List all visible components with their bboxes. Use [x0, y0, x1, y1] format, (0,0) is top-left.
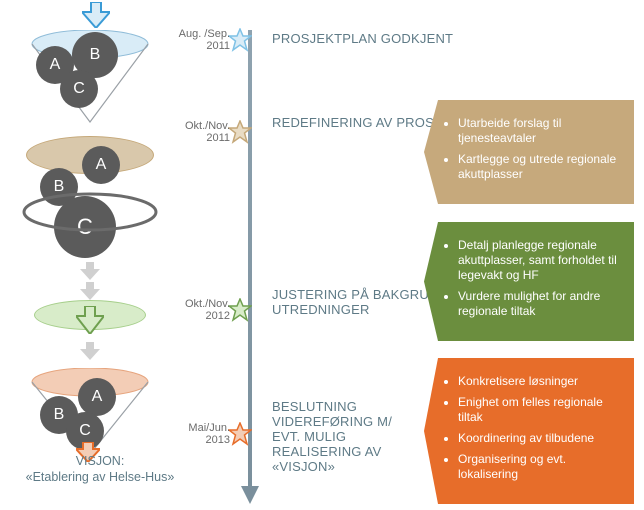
- green-down-arrow-icon: [76, 306, 104, 334]
- date-m3: Okt./Nov. 2012: [170, 298, 230, 322]
- small-arrow-2-icon: [80, 282, 100, 300]
- vision-title: VISJON:: [20, 454, 180, 470]
- panel-item: Kartlegge og utrede regionale akuttplass…: [458, 152, 620, 182]
- star-milestone-4-icon: [228, 422, 252, 446]
- panel-item: Detalj planlegge regionale akuttplasser,…: [458, 238, 620, 283]
- star-milestone-3-icon: [228, 298, 252, 322]
- panel-1-list: Utarbeide forslag til tjenesteavtaler Ka…: [444, 116, 620, 182]
- small-arrow-1-icon: [80, 262, 100, 280]
- ball-a-4: A: [78, 378, 116, 416]
- timeline-axis: [248, 30, 252, 490]
- ball-c: C: [60, 70, 98, 108]
- panel-3-list: Konkretisere løsninger Enighet om felles…: [444, 374, 620, 482]
- milestone-label-1: PROSJEKTPLAN GODKJENT: [272, 32, 453, 47]
- star-milestone-2-icon: [228, 120, 252, 144]
- vision-text: «Etablering av Helse-Hus»: [20, 470, 180, 486]
- ring-ellipse-icon: [20, 192, 160, 248]
- ball-a-2: A: [82, 146, 120, 184]
- star-milestone-1-icon: [228, 28, 252, 52]
- panel-item: Organisering og evt. lokalisering: [458, 452, 620, 482]
- panel-3: Konkretisere løsninger Enighet om felles…: [424, 358, 634, 504]
- panel-item: Konkretisere løsninger: [458, 374, 620, 389]
- panel-item: Enighet om felles regionale tiltak: [458, 395, 620, 425]
- small-arrow-3-icon: [80, 342, 100, 360]
- input-arrow-icon: [82, 2, 110, 28]
- timeline-arrowhead-icon: [241, 486, 259, 504]
- vision-block: VISJON: «Etablering av Helse-Hus»: [20, 454, 180, 485]
- milestone-label-4: BESLUTNING VIDEREFØRING M/ EVT. MULIG RE…: [272, 400, 412, 475]
- panel-item: Koordinering av tilbudene: [458, 431, 620, 446]
- panel-2: Detalj planlegge regionale akuttplasser,…: [424, 222, 634, 341]
- panel-item: Vurdere mulighet for andre regionale til…: [458, 289, 620, 319]
- panel-1: Utarbeide forslag til tjenesteavtaler Ka…: [424, 100, 634, 204]
- date-m4: Mai/Jun. 2013: [170, 422, 230, 446]
- date-m2: Okt./Nov. 2011: [170, 120, 230, 144]
- funnel-column: A B C A B C A B C: [10, 0, 170, 510]
- panel-2-list: Detalj planlegge regionale akuttplasser,…: [444, 238, 620, 319]
- date-m1: Aug. /Sep. 2011: [170, 28, 230, 52]
- panel-item: Utarbeide forslag til tjenesteavtaler: [458, 116, 620, 146]
